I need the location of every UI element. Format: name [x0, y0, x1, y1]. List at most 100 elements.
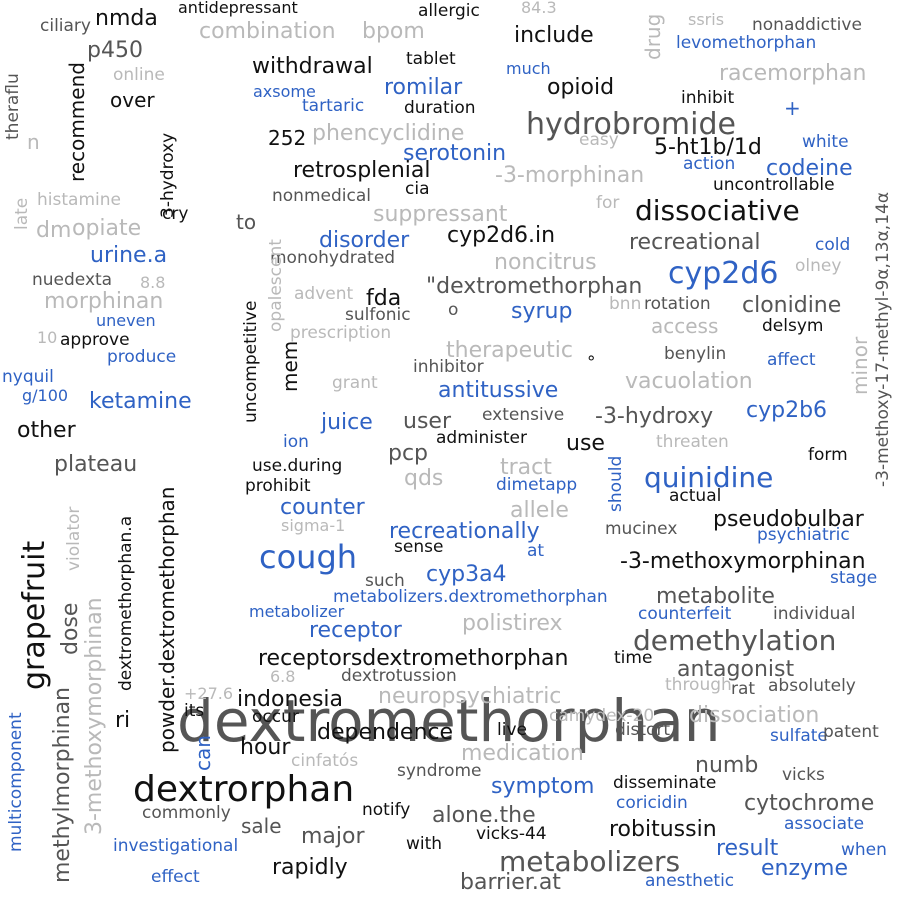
word: fda: [366, 286, 402, 311]
word: dependence: [317, 720, 454, 745]
word: alone.the: [432, 803, 536, 828]
word: neuropsychiatric: [378, 684, 562, 709]
word: +27.6: [184, 684, 234, 703]
word: tablet: [406, 49, 456, 69]
word: rat: [731, 679, 756, 699]
word: numb: [695, 753, 759, 778]
word: pcp: [388, 441, 429, 466]
word: powder.dextromethorphan: [155, 486, 179, 753]
word: recommend: [65, 62, 89, 182]
word: investigational: [113, 836, 239, 856]
word: dextrotussion: [341, 666, 457, 686]
word: sulfate: [770, 726, 828, 746]
word: qds: [404, 466, 444, 491]
word: cough: [259, 538, 358, 576]
word: at: [527, 541, 545, 561]
word: vacuolation: [625, 369, 753, 394]
word: allergic: [418, 1, 480, 21]
word: multicomponent: [6, 712, 26, 852]
word: cia: [405, 179, 430, 199]
word: notify: [362, 800, 411, 820]
word: rapidly: [272, 855, 348, 880]
word: vicks-44: [476, 824, 547, 844]
word: mucinex: [605, 519, 678, 539]
word: dose: [58, 602, 83, 655]
word: antidepressant: [178, 0, 298, 17]
word: other: [17, 418, 76, 443]
word: dextromethorphan.a: [116, 515, 136, 691]
word: inhibitor: [413, 357, 484, 377]
word: cold: [815, 235, 851, 255]
word: sigma-1: [281, 516, 346, 535]
word: uncompetitive: [241, 300, 261, 423]
word: receptor: [309, 618, 402, 643]
word: nonaddictive: [752, 15, 862, 35]
word: prescription: [290, 323, 392, 343]
word: patent: [823, 722, 879, 742]
word: therapeutic: [446, 338, 573, 363]
word: white: [802, 132, 849, 152]
word: dissociation: [689, 703, 820, 728]
word: serotonin: [403, 141, 507, 166]
word: anesthetic: [645, 871, 735, 891]
word: vicks: [782, 765, 825, 785]
word: recreational: [629, 230, 761, 255]
word: cyp2b6: [746, 398, 828, 423]
word: noncitrus: [494, 250, 597, 275]
word: can: [191, 735, 215, 771]
word: result: [716, 836, 779, 861]
word: cyp3a4: [426, 562, 507, 587]
word: quinidine: [644, 461, 774, 494]
word: 6.8: [270, 667, 296, 686]
word: -3-methoxymorphinan: [620, 549, 866, 574]
word: syrup: [511, 299, 573, 324]
word: to: [236, 210, 257, 234]
word: approve: [60, 330, 130, 350]
word: effect: [151, 867, 200, 887]
word: dissociative: [635, 194, 800, 227]
word: pseudobulbar: [713, 507, 864, 532]
word: disorder: [319, 228, 410, 253]
word: medication: [461, 741, 584, 766]
word: inhibit: [681, 88, 735, 108]
word: sale: [241, 814, 282, 838]
word: -3-hydroxy: [595, 404, 714, 429]
word: access: [651, 314, 719, 338]
word: benylin: [664, 344, 727, 364]
word: codeine: [766, 156, 853, 181]
word: 3-methoxymorphinan: [82, 597, 107, 835]
word: retrosplenial: [293, 158, 431, 183]
word: "dextromethorphan: [426, 274, 643, 299]
word: rotation: [644, 294, 711, 314]
word: cyp2d6.in: [447, 223, 556, 248]
word: tartaric: [302, 96, 365, 116]
word: metabolizers: [499, 845, 681, 878]
word: °: [587, 353, 596, 373]
word: individual: [773, 604, 856, 624]
word: 3-hydroxy: [158, 132, 178, 218]
word: hour: [240, 735, 291, 760]
word: +: [784, 96, 801, 120]
word: delsym: [762, 316, 824, 336]
word: drug: [641, 13, 665, 60]
word: demethylation: [633, 624, 837, 657]
word: combination: [199, 19, 336, 44]
word: syndrome: [397, 761, 482, 781]
word: produce: [107, 347, 177, 367]
word: opiate: [72, 216, 142, 241]
word: -3-methoxy-17-methyl-9α,13α,14α: [873, 191, 893, 487]
word: form: [808, 445, 848, 465]
word: associate: [784, 814, 865, 834]
word: olney: [795, 256, 842, 276]
word: advent: [294, 284, 354, 304]
word: extensive: [482, 405, 565, 425]
word: tract: [500, 455, 552, 480]
word: metabolizer: [249, 602, 345, 621]
word: histamine: [37, 190, 121, 210]
word: ion: [283, 432, 309, 452]
word: commonly: [142, 803, 231, 823]
word: grant: [332, 373, 378, 393]
word: -3-morphinan: [495, 163, 645, 188]
word: late: [12, 197, 32, 230]
